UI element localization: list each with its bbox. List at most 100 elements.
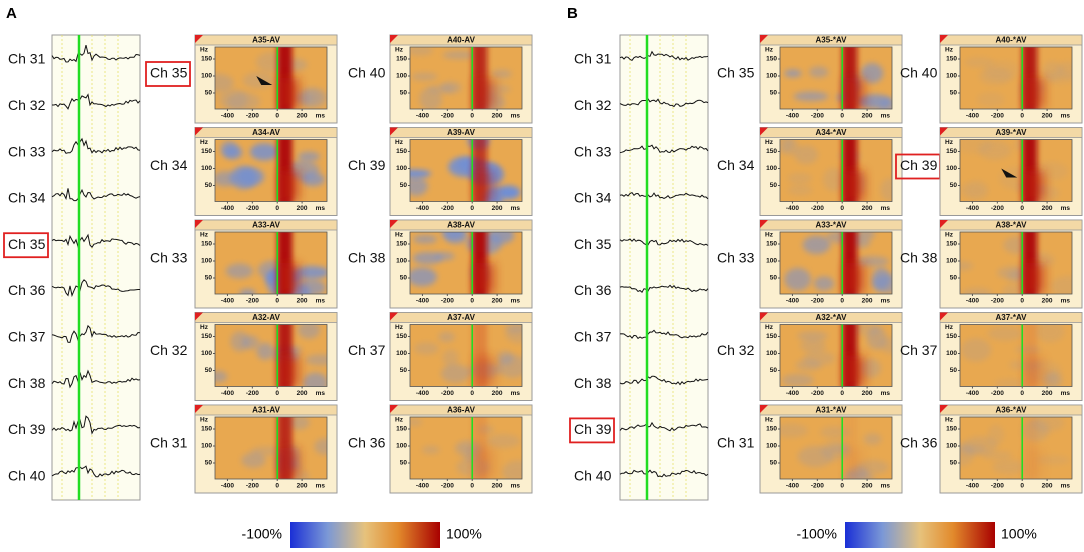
y-unit: Hz	[945, 324, 954, 331]
heat-blue	[218, 88, 248, 109]
plot-border	[959, 324, 1073, 387]
x-tick-label: 200	[862, 205, 873, 212]
x-tick-label: 200	[297, 298, 308, 305]
y-unit: Hz	[395, 417, 404, 424]
plot-border	[214, 46, 328, 110]
heat-blue	[215, 370, 228, 383]
colorbar	[845, 522, 995, 548]
corner-mark	[940, 405, 948, 413]
spectrogram-title: A35-*AV	[816, 36, 848, 45]
channel-label: Ch 32	[8, 97, 46, 113]
x-tick-label: -200	[441, 390, 454, 397]
heat-blue	[410, 47, 434, 56]
plot-border	[779, 139, 893, 202]
x-tick-label: -200	[811, 390, 824, 397]
x-tick-label: -200	[441, 483, 454, 490]
colorbar-min: -100%	[242, 526, 282, 542]
y-unit: Hz	[945, 47, 954, 54]
y-tick-label: 50	[205, 90, 213, 97]
x-unit: ms	[1061, 390, 1071, 397]
heat-blue	[780, 423, 809, 438]
x-tick-label: -200	[991, 390, 1004, 397]
y-tick-label: 100	[396, 258, 407, 265]
heat-blue	[314, 438, 327, 455]
y-tick-label: 150	[766, 241, 777, 248]
x-tick-label: -200	[441, 205, 454, 212]
heat-blue	[808, 66, 829, 78]
channel-label: Ch 35	[574, 236, 612, 252]
spectrogram-title: A35-AV	[252, 36, 281, 45]
channel-label: Ch 34	[150, 157, 188, 173]
heatmap	[960, 139, 1072, 202]
heat-blue	[960, 338, 992, 362]
x-tick-label: 0	[275, 298, 279, 305]
heat-red-tail	[474, 355, 495, 387]
y-tick-label: 100	[946, 165, 957, 172]
y-unit: Hz	[395, 139, 404, 146]
channel-label: Ch 32	[150, 342, 188, 358]
heat-blue	[1050, 276, 1072, 294]
eeg-trace	[619, 375, 709, 386]
x-unit: ms	[1061, 113, 1071, 120]
x-unit: ms	[1061, 483, 1071, 490]
highlight-box	[3, 232, 49, 259]
x-tick-label: 0	[840, 205, 844, 212]
channel-label: Ch 39	[574, 421, 612, 437]
heat-blue	[1002, 283, 1024, 294]
plot-border	[779, 416, 893, 480]
channel-label: Ch 38	[900, 250, 938, 266]
eeg-trace	[619, 421, 709, 432]
y-unit: Hz	[395, 47, 404, 54]
x-tick-label: -400	[966, 483, 979, 490]
heat-blue	[784, 267, 811, 291]
y-tick-label: 100	[201, 258, 212, 265]
corner-mark	[390, 35, 398, 43]
heat-blue	[979, 67, 1012, 86]
eeg-trace	[51, 44, 141, 63]
y-tick-label: 100	[766, 73, 777, 80]
channel-label: Ch 36	[574, 282, 612, 298]
heat-blue	[486, 433, 521, 448]
x-tick-label: 0	[470, 483, 474, 490]
y-tick-label: 50	[770, 367, 778, 374]
x-unit: ms	[316, 205, 326, 212]
plot-border	[214, 324, 328, 387]
heat-blue	[960, 139, 993, 155]
corner-mark	[390, 312, 398, 321]
x-tick-label: -200	[991, 298, 1004, 305]
y-tick-label: 100	[766, 443, 777, 450]
y-unit: Hz	[200, 417, 209, 424]
x-tick-label: 0	[1020, 483, 1024, 490]
heat-blue	[434, 252, 455, 261]
plot-border	[959, 139, 1073, 202]
x-tick-label: 0	[840, 483, 844, 490]
corner-mark	[390, 405, 398, 413]
y-tick-label: 150	[201, 426, 212, 433]
eeg-trace	[51, 137, 141, 154]
x-tick-label: -200	[811, 483, 824, 490]
channel-label: Ch 38	[574, 375, 612, 391]
y-tick-label: 50	[400, 460, 408, 467]
heat-blue	[964, 57, 994, 68]
heat-blue	[856, 460, 889, 475]
x-tick-label: -400	[221, 298, 234, 305]
y-tick-label: 100	[396, 350, 407, 357]
heat-blue	[302, 372, 327, 387]
x-tick-label: -200	[991, 205, 1004, 212]
x-unit: ms	[1061, 298, 1071, 305]
heat-blue	[491, 69, 512, 79]
corner-mark	[195, 220, 203, 228]
heat-blue	[249, 143, 279, 161]
colorbar	[290, 522, 440, 548]
heat-blue	[960, 260, 974, 271]
heat-blue	[960, 443, 975, 467]
heat-blue	[421, 445, 440, 455]
heat-red-tail	[844, 170, 865, 202]
y-unit: Hz	[200, 324, 209, 331]
x-tick-label: 200	[1042, 205, 1053, 212]
heat-blue	[442, 349, 459, 367]
channel-label: Ch 36	[900, 435, 938, 451]
x-tick-label: 200	[862, 298, 873, 305]
y-tick-label: 50	[770, 182, 778, 189]
channel-label: Ch 40	[348, 65, 386, 81]
